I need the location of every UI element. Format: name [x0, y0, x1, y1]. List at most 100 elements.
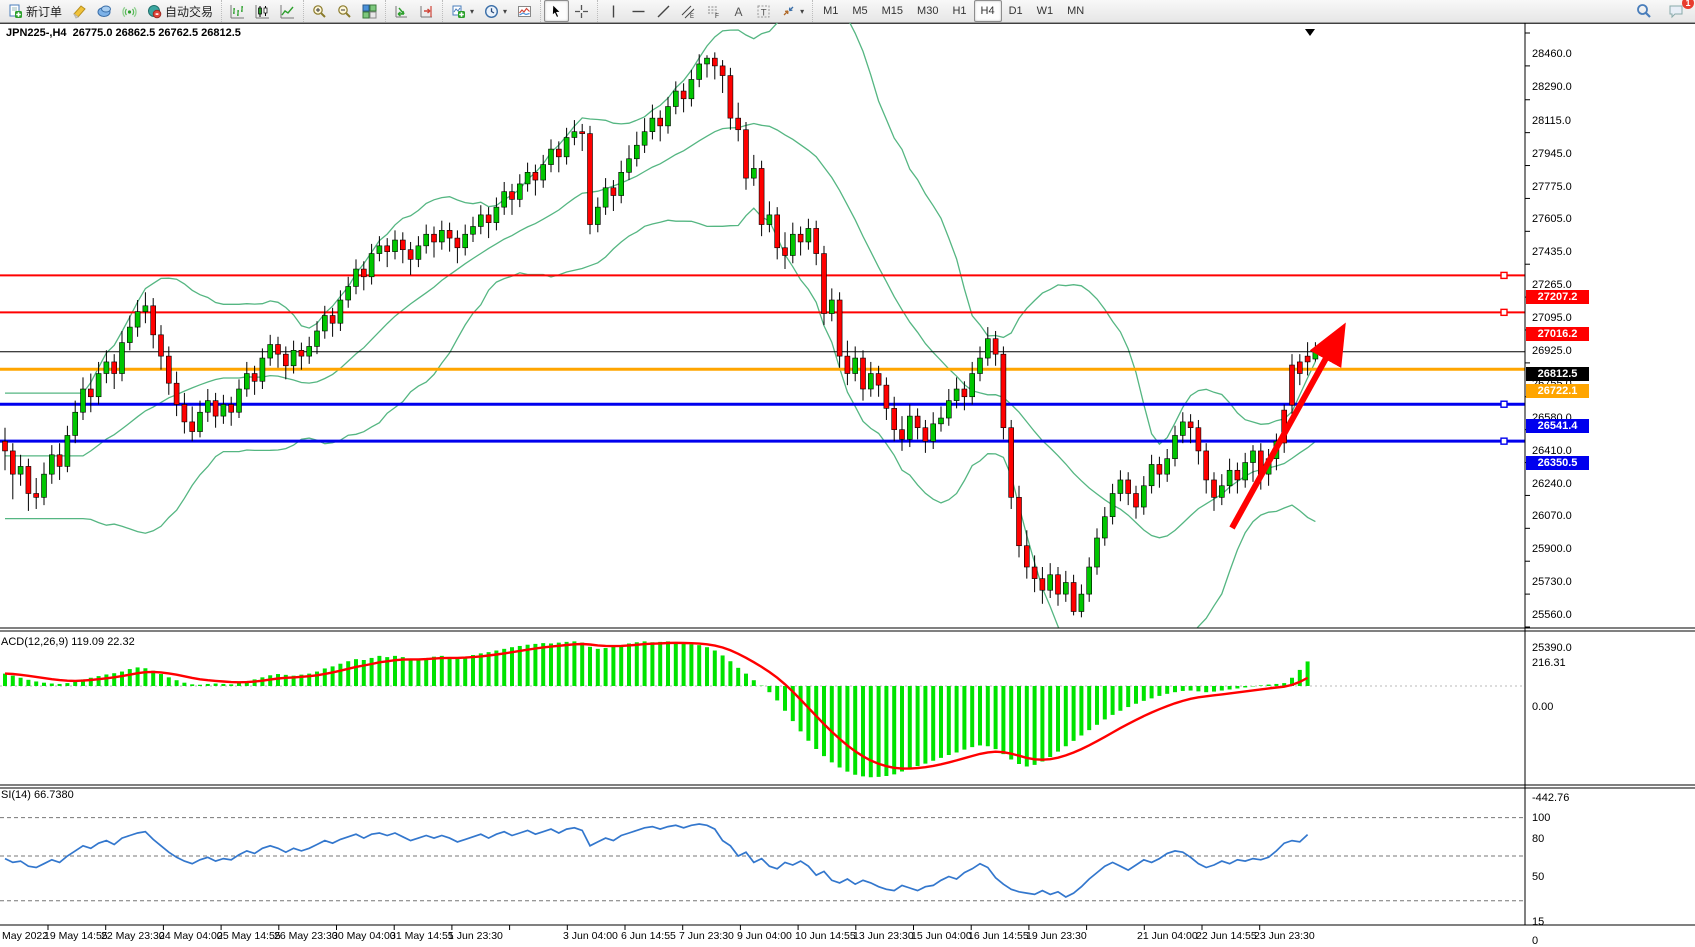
crosshair-icon: [574, 4, 589, 19]
bollinger-band-line: [5, 23, 1316, 446]
signals-button[interactable]: [117, 0, 142, 22]
main-price-pane: [0, 23, 1525, 628]
market-watch-icon: [72, 4, 87, 19]
price-level-handle-26541.4[interactable]: [1500, 400, 1508, 408]
notification-badge: 1: [1682, 0, 1694, 9]
toolbar-group-indicators: ▾ ▾: [442, 0, 540, 22]
timeframe-button-h4[interactable]: H4: [973, 0, 1002, 22]
add-indicator-icon: [451, 4, 466, 19]
main-toolbar: 新订单 自动交易 ▾ ▾ E F A T ▾: [0, 0, 1695, 23]
candlestick-icon: [255, 4, 270, 19]
fibonacci-button[interactable]: F: [701, 0, 726, 22]
auto-scroll-icon: [394, 4, 409, 19]
svg-text:T: T: [761, 7, 767, 18]
new-order-label: 新订单: [26, 4, 63, 19]
text-button[interactable]: A: [726, 0, 751, 22]
bar-chart-button[interactable]: [225, 0, 250, 22]
timeframe-button-d1[interactable]: D1: [1008, 5, 1023, 17]
toolbar-group-trade: 新订单 自动交易: [0, 0, 221, 22]
zoom-out-button[interactable]: [332, 0, 357, 22]
trendline-button[interactable]: [651, 0, 676, 22]
periods-caret[interactable]: ▾: [503, 6, 508, 16]
macd-signal-line: [4, 641, 1309, 770]
add-indicator-caret[interactable]: ▾: [470, 6, 475, 16]
timeframe-button-m1[interactable]: M1: [823, 5, 839, 17]
price-level-handle-27016.2[interactable]: [1500, 308, 1508, 317]
toolbar-group-objects: E F A T ▾: [597, 0, 812, 22]
trend-arrow[interactable]: [1229, 322, 1346, 530]
market-watch-button[interactable]: [67, 0, 92, 22]
zoom-in-button[interactable]: [307, 0, 332, 22]
chart-shift-icon: [419, 4, 434, 19]
price-level-handle-26350.5[interactable]: [1500, 437, 1508, 445]
channel-icon: E: [681, 4, 696, 19]
price-level-handle-27207.2[interactable]: [1500, 271, 1508, 280]
tile-windows-icon: [362, 4, 377, 19]
toolbar-group-timeframes: M1 M5 M15 M30 H1 H4 D1 W1 MN: [812, 0, 1094, 22]
chat-icon: [1668, 3, 1684, 19]
new-order-button[interactable]: 新订单: [3, 0, 67, 22]
add-indicator-button[interactable]: ▾: [446, 0, 479, 22]
line-chart-icon: [280, 4, 295, 19]
fibonacci-icon: F: [706, 4, 721, 19]
crosshair-button[interactable]: [569, 0, 594, 22]
zoom-out-icon: [337, 4, 352, 19]
bollinger-band-line: [5, 207, 1316, 628]
trendline-icon: [656, 4, 671, 19]
rsi-pane: [0, 817, 1525, 902]
toolbar-group-charttype: [221, 0, 303, 22]
line-chart-button[interactable]: [275, 0, 300, 22]
toolbar-group-cursor: [540, 0, 597, 22]
timeframe-button-h1[interactable]: H1: [952, 5, 967, 17]
cursor-button[interactable]: [544, 0, 570, 22]
autotrading-icon: [147, 4, 162, 19]
chart-canvas[interactable]: [0, 22, 1695, 947]
arrows-caret[interactable]: ▾: [800, 6, 805, 16]
charts-button[interactable]: [92, 0, 117, 22]
bar-chart-icon: [230, 4, 245, 19]
toolbar-right: 1: [1631, 0, 1695, 22]
toolbar-group-zoom: [303, 0, 385, 22]
vertical-line-button[interactable]: [601, 0, 626, 22]
horizontal-line-button[interactable]: [626, 0, 651, 22]
channel-button[interactable]: E: [676, 0, 701, 22]
svg-text:A: A: [735, 5, 743, 19]
timeframe-button-m15[interactable]: M15: [881, 5, 904, 17]
chart-shift-button[interactable]: [414, 0, 439, 22]
autotrading-button[interactable]: 自动交易: [142, 0, 218, 22]
macd-pane: [0, 641, 1525, 778]
chart-shift-marker: [1305, 29, 1315, 36]
candlestick-button[interactable]: [250, 0, 275, 22]
timeframe-button-m5[interactable]: M5: [852, 5, 868, 17]
timeframe-button-m30[interactable]: M30: [917, 5, 939, 17]
svg-text:E: E: [690, 14, 694, 19]
tile-windows-button[interactable]: [357, 0, 382, 22]
new-order-icon: [8, 4, 23, 19]
search-icon: [1636, 3, 1652, 19]
svg-text:F: F: [715, 13, 719, 19]
text-icon: A: [731, 4, 746, 19]
periods-button[interactable]: ▾: [479, 0, 512, 22]
horizontal-line-icon: [631, 4, 646, 19]
bollinger-band-line: [5, 122, 1316, 539]
rsi-line: [4, 823, 1309, 898]
arrows-button[interactable]: ▾: [776, 0, 809, 22]
search-button[interactable]: [1631, 0, 1657, 22]
templates-button[interactable]: [512, 0, 537, 22]
clock-icon: [484, 4, 499, 19]
text-label-button[interactable]: T: [751, 0, 776, 22]
vertical-line-icon: [606, 4, 621, 19]
arrows-icon: [781, 4, 796, 19]
cursor-icon: [549, 3, 564, 19]
templates-icon: [517, 4, 532, 19]
charts-icon: [97, 4, 112, 19]
auto-scroll-button[interactable]: [389, 0, 414, 22]
signal-icon: [122, 4, 137, 19]
timeframe-button-mn[interactable]: MN: [1067, 5, 1085, 17]
zoom-in-icon: [312, 4, 327, 19]
notifications-button[interactable]: 1: [1663, 0, 1694, 22]
candles: [2, 52, 1319, 618]
toolbar-group-profiles: [385, 0, 442, 22]
timeframe-button-w1[interactable]: W1: [1036, 5, 1054, 17]
autotrading-label: 自动交易: [165, 4, 214, 19]
